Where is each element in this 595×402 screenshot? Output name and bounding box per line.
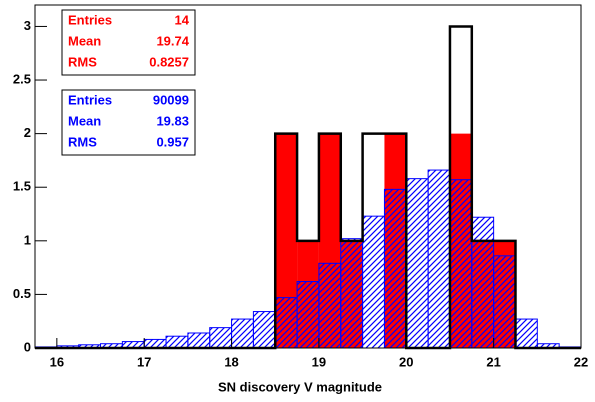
histogram-bar xyxy=(383,188,407,349)
histogram-bar xyxy=(275,133,298,348)
y-tick-label: 0 xyxy=(24,339,31,354)
stats-value: 19.83 xyxy=(156,113,189,128)
y-tick-label: 2 xyxy=(24,125,31,140)
stats-value: 19.74 xyxy=(156,33,189,48)
x-tick-label: 21 xyxy=(486,354,500,369)
x-tick-label: 22 xyxy=(574,354,588,369)
histogram-bar xyxy=(514,318,538,349)
y-tick-label: 0.5 xyxy=(13,286,31,301)
y-tick-label: 1.5 xyxy=(13,179,31,194)
stats-box xyxy=(61,89,196,156)
histogram-bar xyxy=(427,169,451,349)
histogram-bar xyxy=(252,311,276,349)
histogram-bar xyxy=(143,338,167,349)
histogram-bar xyxy=(449,179,473,349)
histogram-bar xyxy=(362,215,385,349)
stats-value: 14 xyxy=(175,12,190,27)
histogram-bar xyxy=(471,216,495,349)
x-tick-label: 18 xyxy=(224,354,238,369)
x-tick-label: 16 xyxy=(50,354,64,369)
x-axis-label: SN discovery V magnitude xyxy=(218,379,382,394)
histogram-bar xyxy=(405,178,429,349)
stats-label: Entries xyxy=(68,92,112,107)
y-tick-label: 1 xyxy=(24,232,31,247)
y-tick-label: 3 xyxy=(24,18,31,33)
stats-label: RMS xyxy=(68,54,97,69)
histogram-bar xyxy=(318,262,342,349)
x-tick-label: 19 xyxy=(312,354,326,369)
x-tick-label: 20 xyxy=(399,354,413,369)
stats-value: 0.957 xyxy=(156,134,189,149)
stats-label: RMS xyxy=(68,134,97,149)
histogram-bar xyxy=(231,318,254,349)
histogram-bar xyxy=(340,238,364,349)
histogram-bar xyxy=(187,332,211,349)
stats-value: 90099 xyxy=(153,92,189,107)
histogram-bar xyxy=(209,327,233,349)
stats-label: Mean xyxy=(68,33,101,48)
histogram-bar xyxy=(165,335,189,349)
plot-frame-border xyxy=(34,4,582,349)
histogram-bar xyxy=(296,281,320,349)
stats-label: Mean xyxy=(68,113,101,128)
stats-label: Entries xyxy=(68,12,112,27)
x-tick-label: 17 xyxy=(137,354,151,369)
stats-box xyxy=(61,9,196,76)
histogram-bar xyxy=(493,255,516,349)
stats-value: 0.8257 xyxy=(149,54,189,69)
histogram-bar xyxy=(274,297,298,349)
y-tick-label: 2.5 xyxy=(13,71,31,86)
